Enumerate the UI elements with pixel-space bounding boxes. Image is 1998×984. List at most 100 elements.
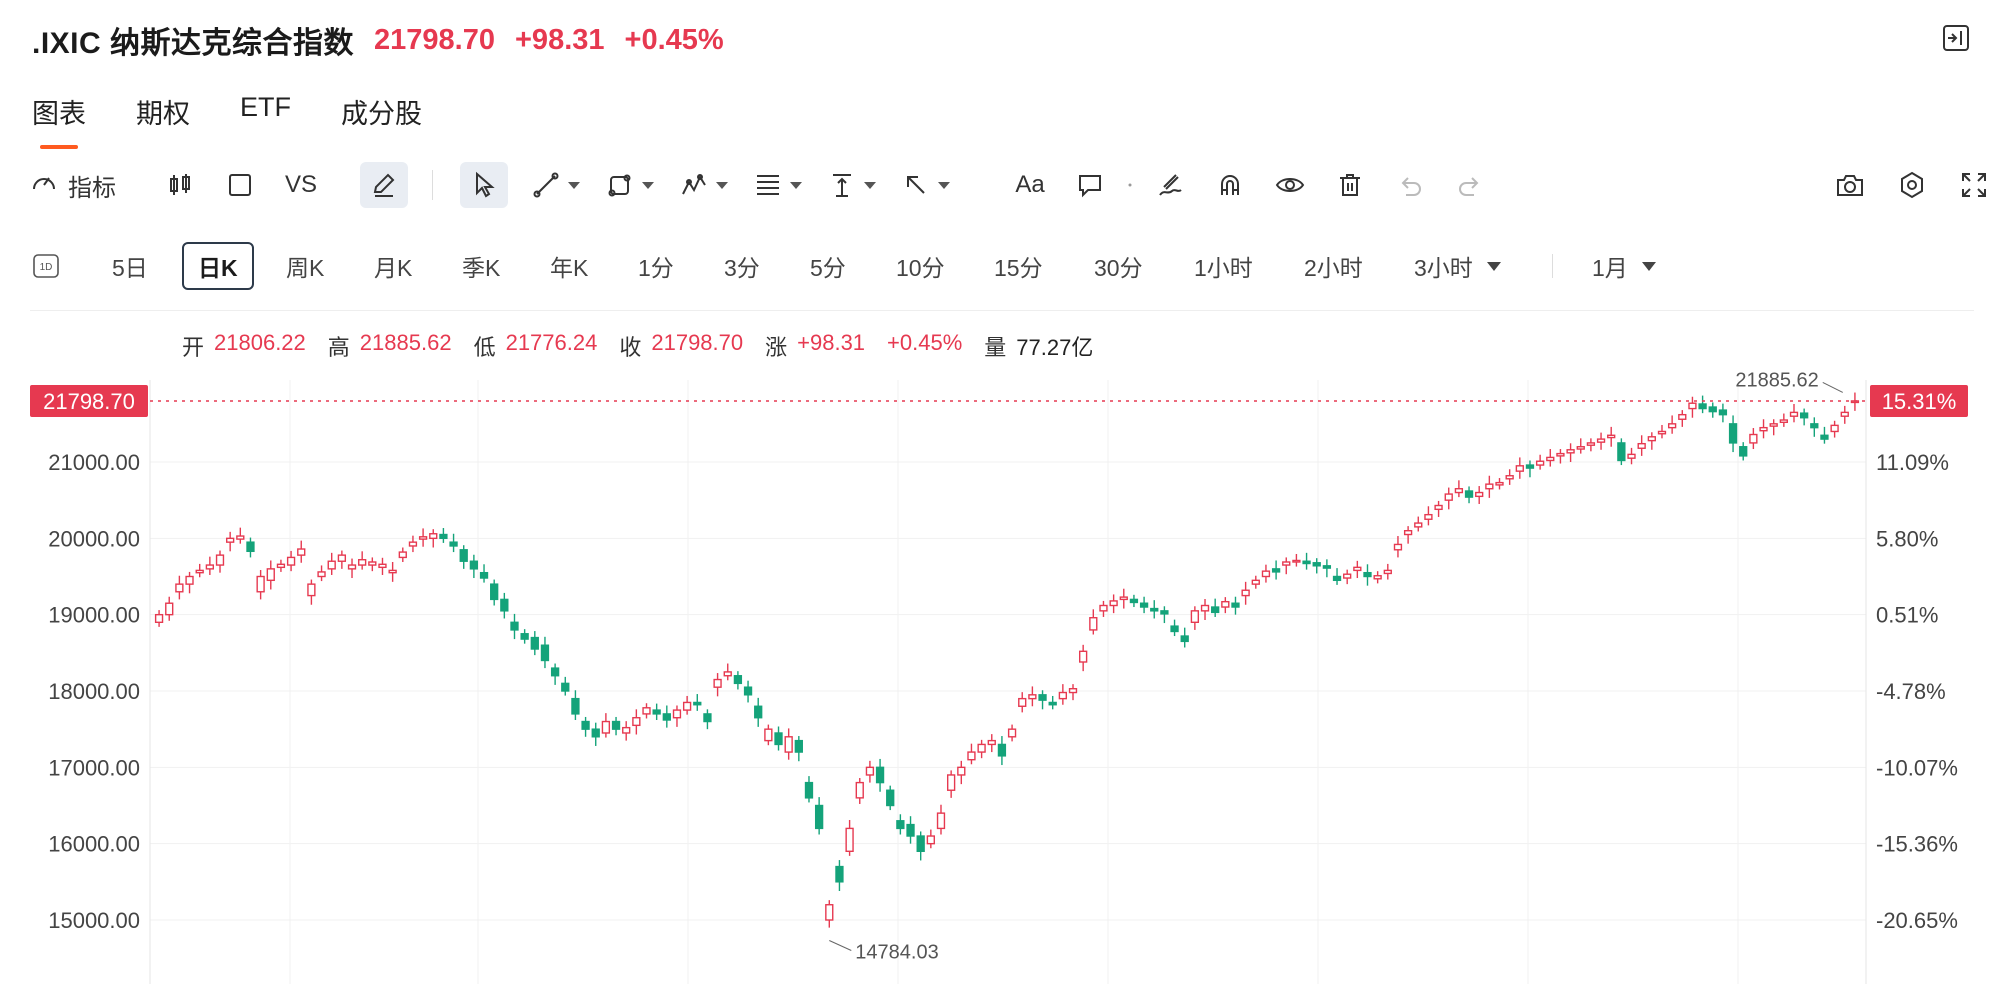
period-3min[interactable]: 3分 xyxy=(724,255,760,281)
range-select[interactable]: 1月 xyxy=(1592,242,1656,290)
candle-body xyxy=(845,827,854,852)
last-price-tag-text: 21798.70 xyxy=(43,389,135,414)
candle-body xyxy=(205,564,215,570)
undo-icon[interactable] xyxy=(1390,162,1430,208)
candlestick-chart[interactable]: 15000.00 -20.65% 16000.00 -15.36% 17000.00 -1… xyxy=(0,360,1998,984)
shape-tool-icon[interactable] xyxy=(600,162,660,208)
candle-body xyxy=(906,823,915,837)
high-label: 高 xyxy=(327,335,350,360)
pattern-tool-icon[interactable] xyxy=(674,162,734,208)
comment-icon[interactable] xyxy=(1070,162,1110,208)
period-1hour[interactable]: 1小时 xyxy=(1194,255,1253,281)
period-5min[interactable]: 5分 xyxy=(810,255,846,281)
candle-body xyxy=(1647,436,1656,442)
candle-body xyxy=(286,556,296,566)
candle-body xyxy=(1332,575,1342,582)
cursor-icon[interactable] xyxy=(460,162,508,208)
candle-body xyxy=(1637,442,1646,449)
candle-body xyxy=(1119,596,1128,601)
candle-body xyxy=(794,739,803,753)
line-tool-icon[interactable] xyxy=(526,162,586,208)
redo-icon[interactable] xyxy=(1450,162,1490,208)
candle-body xyxy=(165,602,174,616)
candle-body xyxy=(1048,701,1057,706)
candle-icon[interactable] xyxy=(160,162,200,208)
candle-body xyxy=(693,701,702,706)
volume-label: 量 xyxy=(984,335,1007,360)
magnet-icon[interactable] xyxy=(1210,162,1250,208)
brush-icon[interactable] xyxy=(1150,162,1190,208)
open-value: 21806.22 xyxy=(214,330,306,355)
candle-body xyxy=(266,568,275,582)
intraday-1d-icon[interactable]: 1D xyxy=(32,242,60,290)
period-monthly[interactable]: 月K xyxy=(374,255,413,281)
speedometer-icon xyxy=(30,169,58,202)
eye-icon[interactable] xyxy=(1270,162,1310,208)
candle-body xyxy=(1556,452,1565,457)
candle-body xyxy=(814,804,824,830)
tab-chart[interactable]: 图表 xyxy=(32,92,86,149)
section-divider xyxy=(30,310,1974,311)
period-2hour[interactable]: 2小时 xyxy=(1304,255,1363,281)
volume-value: 77.27亿 xyxy=(1016,335,1094,360)
candle-body xyxy=(1018,697,1027,707)
square-icon[interactable] xyxy=(220,162,260,208)
candle-body xyxy=(1525,464,1535,469)
period-15min[interactable]: 15分 xyxy=(994,255,1043,281)
last-price-tag xyxy=(30,385,148,418)
candle-body xyxy=(672,709,682,719)
candle-body xyxy=(1820,434,1829,440)
change-value: +98.31 xyxy=(797,330,866,355)
candle-body xyxy=(1282,561,1291,566)
arrow-tool-icon[interactable] xyxy=(896,162,956,208)
pencil-icon[interactable] xyxy=(360,162,408,208)
candle-body xyxy=(1393,543,1403,551)
candle-body xyxy=(1505,475,1514,480)
candle-body xyxy=(1759,426,1768,432)
main-tabs: 图表 期权 ETF 成分股 xyxy=(32,92,422,149)
measure-tool-icon[interactable] xyxy=(822,162,882,208)
period-30min[interactable]: 30分 xyxy=(1094,255,1143,281)
period-quarterly[interactable]: 季K xyxy=(462,255,501,281)
candle-body xyxy=(1546,456,1555,462)
candle-body xyxy=(1211,606,1220,614)
period-yearly[interactable]: 年K xyxy=(550,255,589,281)
candle-body xyxy=(611,720,621,730)
price-change: +98.31 xyxy=(515,23,605,56)
indicator-button[interactable]: 指标 xyxy=(30,162,130,208)
candle-body xyxy=(1007,728,1017,738)
candle-body xyxy=(835,865,844,883)
collapse-panel-icon[interactable] xyxy=(1942,24,1970,52)
tab-constituents[interactable]: 成分股 xyxy=(341,99,422,129)
candle-body xyxy=(1688,402,1697,410)
period-10min[interactable]: 10分 xyxy=(896,255,945,281)
period-5d[interactable]: 5日 xyxy=(112,255,148,281)
camera-icon[interactable] xyxy=(1830,162,1870,208)
trash-icon[interactable] xyxy=(1330,162,1370,208)
settings-icon[interactable] xyxy=(1892,162,1932,208)
candle-body xyxy=(1373,575,1382,580)
candle-body xyxy=(297,548,306,556)
low-label: 低 xyxy=(473,335,496,360)
fib-tool-icon[interactable] xyxy=(748,162,808,208)
candle-body xyxy=(632,717,641,727)
tab-options[interactable]: 期权 xyxy=(136,99,190,129)
close-value: 21798.70 xyxy=(651,330,744,355)
text-tool-button[interactable]: Aa xyxy=(1010,162,1050,208)
tab-etf[interactable]: ETF xyxy=(240,92,291,122)
candle-body xyxy=(1810,423,1819,429)
period-1min[interactable]: 1分 xyxy=(638,255,674,281)
compare-button[interactable]: VS xyxy=(276,162,326,208)
low-annotation: 14784.03 xyxy=(855,941,938,963)
y-axis-tick-right: 11.09% xyxy=(1876,450,1949,475)
period-weekly[interactable]: 周K xyxy=(286,255,325,281)
fullscreen-icon[interactable] xyxy=(1954,162,1994,208)
candle-body xyxy=(1667,423,1677,429)
period-daily[interactable]: 日K xyxy=(182,242,254,290)
candle-body xyxy=(1769,423,1778,427)
candle-body xyxy=(175,583,184,593)
candle-body xyxy=(1718,409,1728,416)
candle-body xyxy=(1079,650,1088,663)
candle-body xyxy=(1495,481,1504,486)
period-3hour[interactable]: 3小时 xyxy=(1414,242,1501,290)
